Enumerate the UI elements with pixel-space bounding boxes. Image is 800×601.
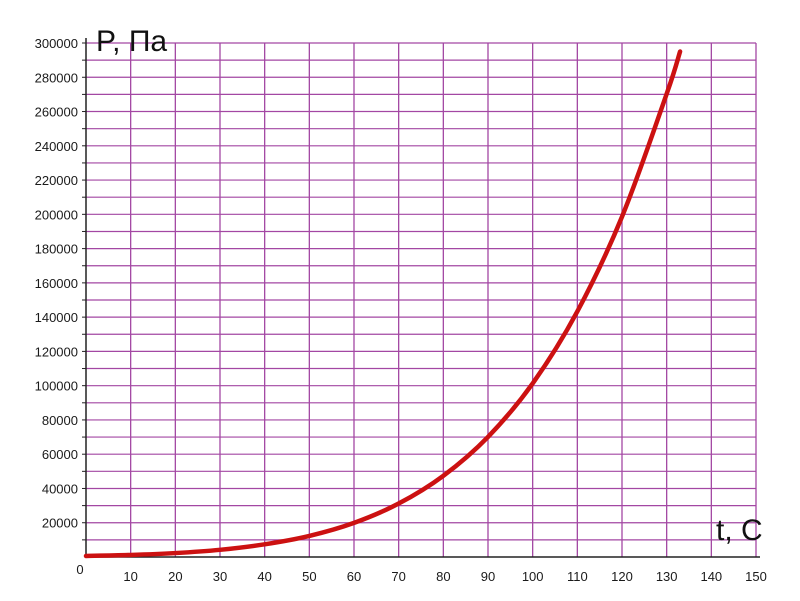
x-tick-labels: 0 10 20 30 40 50 60 70 80 90 100 110 120 130 140 150: [76, 562, 766, 584]
x-tick-label: 60: [347, 569, 361, 584]
y-tick-label: 60000: [42, 447, 78, 462]
x-tick-label: 70: [391, 569, 405, 584]
axes: [82, 38, 760, 558]
series-line: [83, 49, 683, 559]
y-tick-label: 200000: [35, 207, 78, 222]
series: [83, 49, 683, 559]
x-tick-label: 130: [656, 569, 678, 584]
y-tick-label: 20000: [42, 516, 78, 531]
x-tick-label: 120: [611, 569, 633, 584]
y-tick-label: 300000: [35, 36, 78, 51]
y-tick-label: 180000: [35, 242, 78, 257]
y-tick-label: 120000: [35, 344, 78, 359]
x-tick-label: 40: [257, 569, 271, 584]
y-tick-labels: 20000 40000 60000 80000 100000 120000 140000 16…: [35, 36, 78, 531]
y-tick-label: 160000: [35, 276, 78, 291]
y-axis-label: P, Па: [96, 25, 167, 58]
x-tick-label: 150: [745, 569, 767, 584]
x-tick-label: 140: [700, 569, 722, 584]
x-tick-label: 20: [168, 569, 182, 584]
y-tick-label: 100000: [35, 379, 78, 394]
y-tick-label: 280000: [35, 70, 78, 85]
y-tick-label: 140000: [35, 310, 78, 325]
x-axis-label: t, C: [716, 514, 763, 547]
x-tick-label: 50: [302, 569, 316, 584]
y-tick-label: 40000: [42, 481, 78, 496]
x-tick-label: 30: [213, 569, 227, 584]
x-tick-label: 110: [567, 569, 588, 584]
x-tick-label: 80: [436, 569, 450, 584]
x-tick-label: 90: [481, 569, 495, 584]
x-tick-label: 0: [76, 562, 83, 577]
y-tick-label: 220000: [35, 173, 78, 188]
y-tick-label: 240000: [35, 139, 78, 154]
x-tick-label: 10: [123, 569, 137, 584]
y-tick-label: 80000: [42, 413, 78, 428]
y-tick-label: 260000: [35, 105, 78, 120]
x-tick-label: 100: [522, 569, 544, 584]
